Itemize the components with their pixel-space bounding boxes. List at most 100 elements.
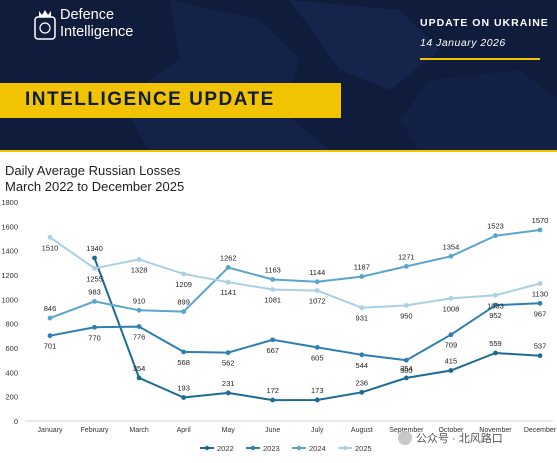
data-point-2025	[47, 234, 53, 240]
data-point-2022	[92, 255, 97, 261]
y-tick-label: 800	[5, 320, 18, 329]
data-label-2025: 1328	[131, 265, 148, 274]
data-point-2025	[92, 265, 97, 271]
data-label-2025: 1033	[487, 301, 504, 310]
y-tick-label: 1400	[1, 247, 18, 256]
x-tick-label: April	[177, 427, 191, 434]
data-point-2023	[537, 300, 543, 306]
data-point-2024	[270, 277, 276, 282]
data-label-2023: 701	[44, 342, 57, 351]
data-label-2024: 1523	[487, 222, 504, 231]
y-tick-label: 1200	[1, 271, 18, 280]
data-point-2024	[181, 309, 187, 315]
data-point-2025	[181, 271, 187, 277]
data-point-2025	[225, 279, 231, 285]
data-point-2025	[403, 303, 409, 308]
data-label-2023: 967	[534, 309, 547, 318]
data-label-2023: 500	[400, 366, 413, 375]
banner-bar	[0, 83, 341, 118]
defence-crest-icon	[34, 10, 56, 40]
data-point-2024	[537, 227, 543, 233]
data-label-2022: 354	[400, 364, 413, 373]
data-point-2022	[537, 353, 543, 359]
data-point-2022	[136, 375, 142, 381]
x-tick-label: August	[351, 427, 373, 434]
data-label-2023: 562	[222, 359, 235, 368]
data-point-2023	[181, 349, 187, 355]
legend-marker-2025	[342, 445, 348, 451]
x-tick-label: July	[311, 427, 324, 434]
brand-name-line2: Intelligence	[60, 24, 134, 40]
data-label-2024: 1570	[532, 216, 549, 225]
series-line-2023	[49, 302, 541, 362]
data-point-2022	[181, 395, 187, 400]
data-label-2024: 1354	[443, 242, 460, 251]
data-point-2023	[448, 332, 454, 338]
x-tick-label: June	[265, 427, 280, 434]
data-point-2022	[403, 375, 409, 381]
data-point-2023	[92, 324, 97, 330]
data-label-2025: 931	[356, 314, 369, 323]
x-tick-label: December	[524, 427, 557, 434]
data-point-2022	[270, 397, 276, 403]
data-point-2025	[537, 281, 543, 286]
data-point-2022	[448, 368, 454, 373]
series-line-2022	[93, 257, 541, 402]
data-label-2022: 354	[133, 364, 146, 373]
data-point-2024	[493, 233, 498, 239]
data-point-2024	[136, 307, 142, 313]
data-label-2023: 770	[88, 333, 101, 342]
data-label-2024: 1262	[220, 253, 237, 262]
data-point-2023	[493, 302, 498, 308]
data-point-2024	[314, 279, 320, 285]
legend-label-2024: 2024	[309, 444, 326, 453]
data-point-2022	[225, 390, 231, 396]
data-point-2023	[270, 337, 276, 343]
data-label-2025: 1510	[42, 243, 59, 252]
data-point-2024	[403, 263, 409, 269]
data-label-2025: 1209	[175, 280, 192, 289]
data-label-2025: 1072	[309, 297, 326, 306]
data-label-2023: 709	[445, 341, 458, 350]
data-point-2022	[314, 397, 320, 403]
data-label-2022: 415	[445, 357, 458, 366]
data-label-2022: 236	[356, 378, 369, 387]
data-label-2024: 1144	[309, 268, 325, 277]
data-label-2025: 950	[400, 311, 413, 320]
data-point-2025	[136, 257, 142, 262]
chart-subtitle: March 2022 to December 2025	[5, 179, 185, 194]
data-label-2025: 1255	[86, 274, 103, 283]
y-tick-label: 1000	[1, 295, 18, 304]
banner-title: INTELLIGENCE UPDATE	[25, 89, 275, 110]
series-line-2024	[49, 229, 541, 320]
data-label-2025: 1141	[220, 288, 236, 297]
data-point-2024	[47, 315, 53, 321]
data-point-2024	[359, 274, 365, 279]
data-point-2024	[448, 253, 454, 259]
update-label: UPDATE ON UKRAINE	[420, 17, 549, 29]
data-label-2023: 544	[356, 361, 369, 370]
data-point-2023	[314, 344, 320, 350]
gold-rule	[420, 58, 540, 60]
data-point-2023	[47, 333, 53, 339]
data-point-2025	[448, 295, 454, 301]
x-tick-label: May	[222, 427, 236, 434]
data-label-2024: 1163	[265, 266, 281, 275]
data-label-2024: 910	[133, 296, 146, 305]
data-label-2023: 776	[133, 333, 146, 342]
data-point-2025	[359, 305, 365, 311]
data-label-2025: 1130	[532, 290, 548, 299]
data-point-2025	[270, 287, 276, 292]
data-label-2024: 899	[177, 298, 190, 307]
data-label-2022: 559	[489, 339, 502, 348]
y-tick-label: 200	[5, 393, 18, 402]
data-label-2023: 605	[311, 353, 324, 362]
data-point-2024	[92, 299, 97, 304]
data-label-2022: 193	[177, 384, 190, 393]
y-tick-label: 600	[5, 344, 18, 353]
data-point-2025	[493, 292, 498, 298]
series-line-2025	[49, 236, 541, 309]
y-tick-label: 1600	[1, 222, 18, 231]
y-tick-label: 0	[14, 417, 18, 426]
x-tick-label: March	[129, 427, 149, 434]
